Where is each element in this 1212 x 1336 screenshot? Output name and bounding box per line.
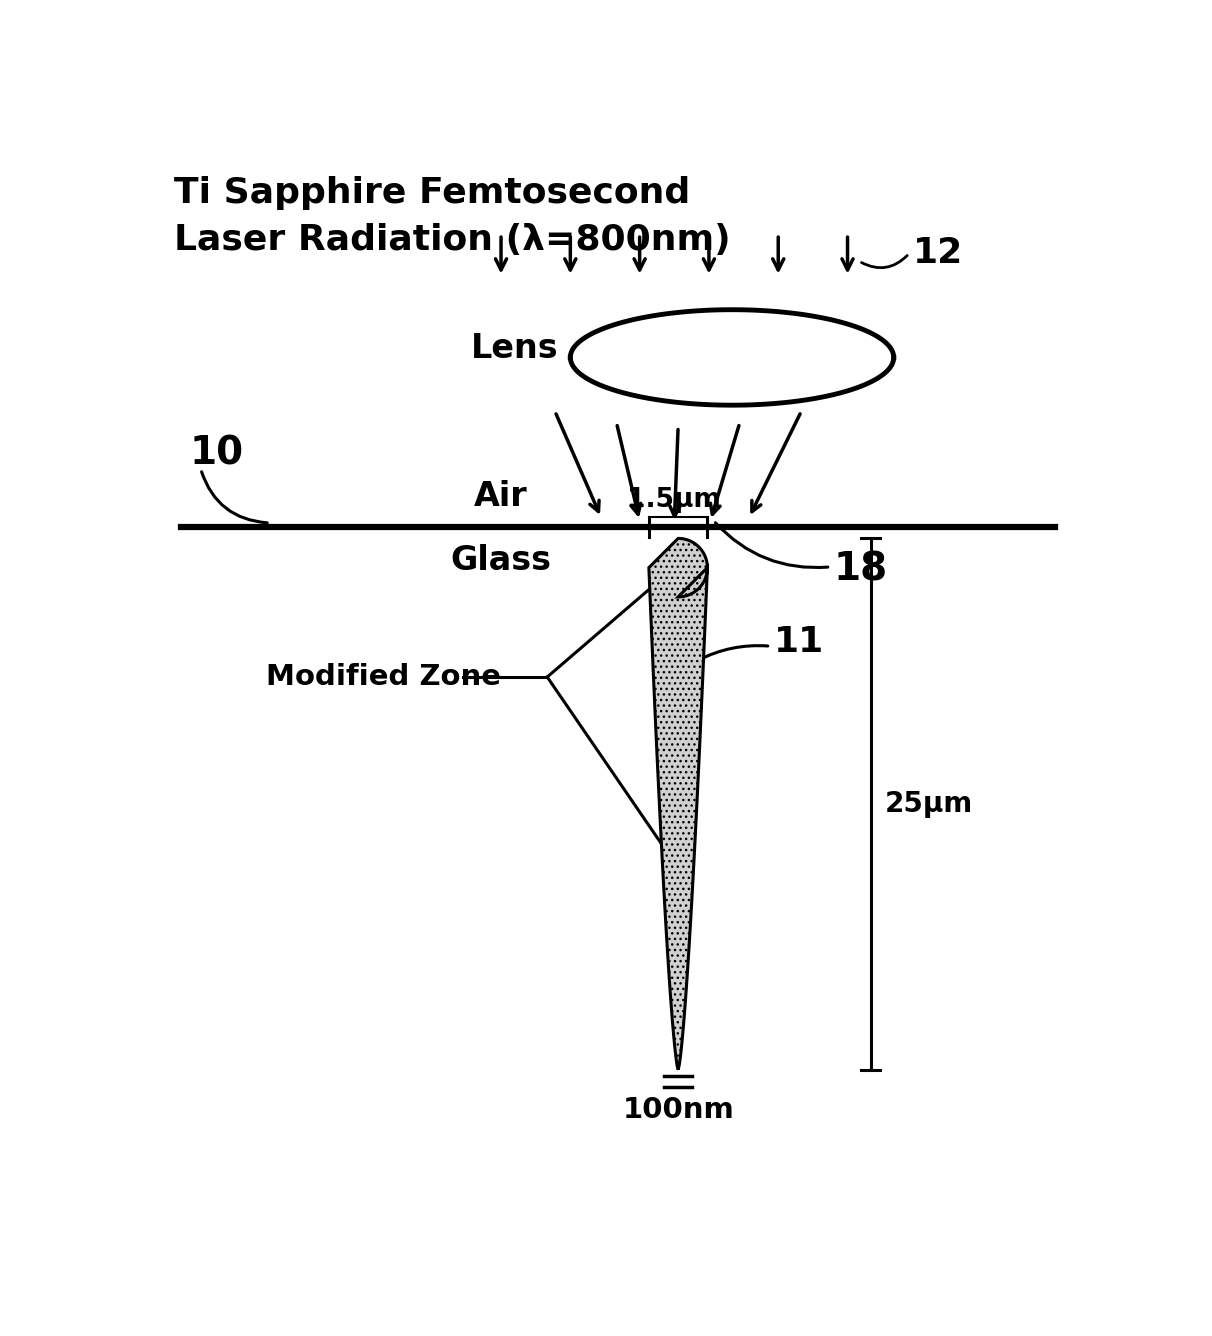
Text: 12: 12 — [913, 236, 964, 270]
Text: Lens: Lens — [471, 331, 559, 365]
Text: 10: 10 — [189, 434, 244, 473]
Polygon shape — [648, 538, 708, 1070]
FancyArrowPatch shape — [862, 255, 908, 267]
Text: Ti Sapphire Femtosecond: Ti Sapphire Femtosecond — [173, 176, 690, 211]
Text: Modified Zone: Modified Zone — [267, 663, 502, 691]
FancyArrowPatch shape — [698, 645, 767, 660]
Text: 18: 18 — [834, 550, 888, 588]
Text: Air: Air — [474, 480, 528, 513]
FancyArrowPatch shape — [201, 472, 268, 522]
Text: 25μm: 25μm — [885, 790, 973, 818]
FancyArrowPatch shape — [715, 522, 828, 568]
Text: Laser Radiation (λ=800nm): Laser Radiation (λ=800nm) — [173, 223, 731, 257]
Text: 100nm: 100nm — [622, 1096, 734, 1124]
Text: 11: 11 — [774, 625, 824, 660]
Text: Glass: Glass — [451, 544, 551, 577]
Text: 1.5μm: 1.5μm — [628, 488, 721, 513]
